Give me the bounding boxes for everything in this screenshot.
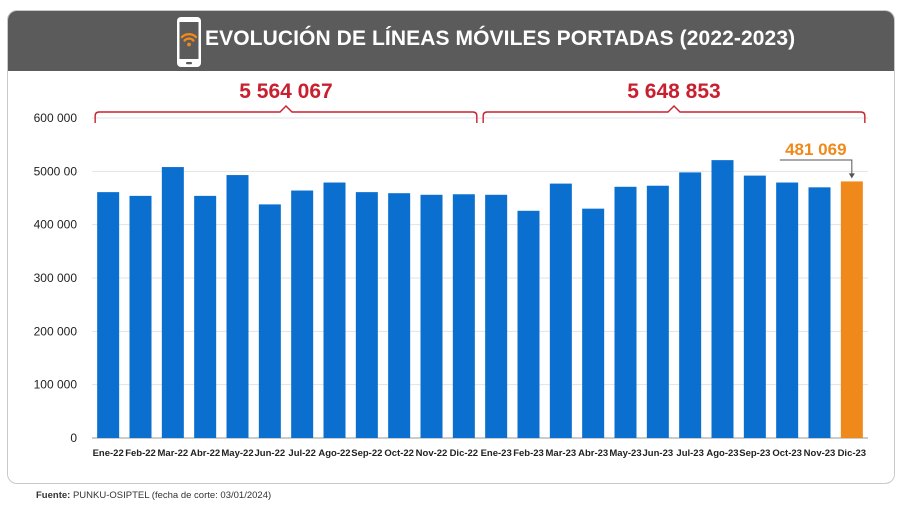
group-bracket [482,105,866,123]
bar [97,192,120,438]
bar [355,192,378,438]
bar [776,182,799,438]
x-tick-label: Feb-23 [513,448,544,459]
x-tick-label: Sep-22 [351,448,382,459]
bar [420,194,443,438]
bar [485,194,508,438]
x-tick-label: Abr-22 [190,448,220,459]
bar [646,185,669,438]
highlight-arrowhead [848,173,855,179]
x-tick-label: Sep-23 [739,448,770,459]
bar [291,190,314,438]
bar [388,193,411,438]
x-tick-label: Jul-22 [288,448,315,459]
x-tick-label: May-23 [609,448,641,459]
chart-title: EVOLUCIÓN DE LÍNEAS MÓVILES PORTADAS (20… [205,27,796,50]
x-tick-label: Dic-22 [450,448,479,459]
group-bracket [94,105,478,123]
bar [711,160,734,438]
bar [549,183,572,438]
bar [679,172,702,438]
x-tick-label: Abr-23 [578,448,608,459]
x-tick-label: May-22 [221,448,253,459]
x-tick-label: Jun-22 [255,448,286,459]
chart-header: EVOLUCIÓN DE LÍNEAS MÓVILES PORTADAS (20… [8,11,894,71]
y-tick-label: 100 000 [34,378,78,392]
y-tick-label: 600 000 [34,111,78,125]
x-tick-label: Dic-23 [838,448,867,459]
x-tick-label: Ene-23 [481,448,512,459]
x-tick-label: Mar-22 [158,448,189,459]
x-tick-label: Nov-22 [416,448,448,459]
bar [517,210,540,438]
x-tick-label: Ene-22 [93,448,124,459]
bar [743,175,766,438]
bar [840,181,863,438]
source-label: Fuente: [36,490,71,501]
bar [129,195,152,438]
y-tick-label: 400 000 [34,218,78,232]
bar [226,175,249,439]
bar [452,194,475,438]
x-tick-label: Oct-23 [772,448,802,459]
bar [582,208,605,438]
x-tick-label: Jun-23 [643,448,674,459]
y-tick-label: 300 000 [34,271,78,285]
x-tick-label: Oct-22 [384,448,414,459]
x-tick-label: Ago-23 [706,448,738,459]
x-tick-label: Jul-23 [676,448,703,459]
group-total-label: 5 564 067 [239,80,332,103]
highlight-value-label: 481 069 [785,140,846,159]
bar [808,187,831,438]
bar [614,186,637,438]
smartphone-wifi-icon [177,17,201,67]
x-tick-label: Ago-22 [318,448,350,459]
y-tick-label: 5000 00 [34,164,78,178]
bar [194,195,217,438]
source-note: Fuente: PUNKU-OSIPTEL (fecha de corte: 0… [36,490,271,501]
highlight-leader-line [779,159,853,176]
group-total-label: 5 648 853 [627,80,720,103]
x-tick-label: Nov-23 [804,448,836,459]
bar [258,204,281,438]
source-text: PUNKU-OSIPTEL (fecha de corte: 03/01/202… [72,490,272,501]
y-tick-label: 0 [70,431,77,445]
bar [161,167,184,439]
x-tick-label: Mar-23 [546,448,577,459]
y-tick-label: 200 000 [34,324,78,338]
bar [323,182,346,438]
x-tick-label: Feb-22 [125,448,156,459]
